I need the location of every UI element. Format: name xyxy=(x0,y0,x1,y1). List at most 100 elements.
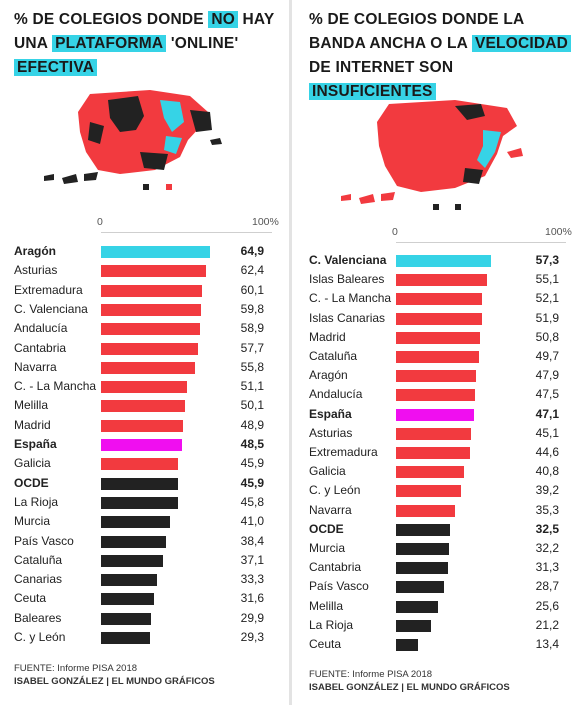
bar-row: España 48,5 xyxy=(14,436,279,455)
bar-row: Asturias 62,4 xyxy=(14,262,279,281)
right-chart-panel: % DE COLEGIOS DONDE LA BANDA ANCHA O LA … xyxy=(295,0,582,705)
left-chart-title: % DE COLEGIOS DONDE NO HAY UNA PLATAFORM… xyxy=(14,8,284,80)
value-label: 25,6 xyxy=(535,598,559,613)
value-label: 47,1 xyxy=(535,406,559,421)
bar xyxy=(101,458,179,471)
bar xyxy=(101,535,166,548)
category-label: Madrid xyxy=(309,329,346,344)
category-label: Navarra xyxy=(14,359,57,374)
bar-row: Cantabria 57,7 xyxy=(14,340,279,359)
category-label: C. y León xyxy=(309,483,361,498)
bar-row: Canarias 33,3 xyxy=(14,571,279,590)
value-label: 50,1 xyxy=(240,398,264,413)
bar xyxy=(101,632,151,644)
title-highlight: EFECTIVA xyxy=(14,59,98,76)
bar xyxy=(101,323,200,336)
bar-row: C. Valenciana 59,8 xyxy=(14,301,279,320)
category-label: Andalucía xyxy=(309,387,363,402)
value-label: 29,9 xyxy=(240,610,264,625)
category-label: Baleares xyxy=(14,610,62,625)
category-label: Navarra xyxy=(309,502,352,517)
bar-row: Asturias 45,1 xyxy=(309,425,574,444)
bar xyxy=(396,523,450,536)
axis-min-label: 0 xyxy=(97,216,103,228)
category-label: Extremadura xyxy=(309,445,378,459)
bar-row: País Vasco 28,7 xyxy=(309,578,574,597)
category-label: Aragón xyxy=(14,244,56,258)
category-label: Asturias xyxy=(14,263,58,278)
axis-line xyxy=(396,242,566,243)
bar xyxy=(101,574,157,587)
bar xyxy=(101,496,178,509)
source-line: FUENTE: Informe PISA 2018 xyxy=(14,663,138,674)
bar xyxy=(101,593,155,606)
value-label: 57,7 xyxy=(240,340,264,355)
bar-row: Cantabria 31,3 xyxy=(309,559,574,578)
category-label: Andalucía xyxy=(14,321,68,336)
category-label: Galicia xyxy=(309,464,346,479)
bar xyxy=(101,419,184,432)
bar-row: OCDE 32,5 xyxy=(309,521,574,540)
value-label: 48,5 xyxy=(240,437,264,451)
value-label: 55,8 xyxy=(240,359,264,374)
bar-row: Melilla 50,1 xyxy=(14,397,279,416)
category-label: Islas Baleares xyxy=(309,272,385,287)
category-label: Galicia xyxy=(14,456,51,471)
bar-row: Galicia 40,8 xyxy=(309,463,574,482)
value-label: 64,9 xyxy=(240,244,264,258)
bar xyxy=(396,427,471,440)
bar xyxy=(396,274,488,287)
value-label: 31,6 xyxy=(240,591,264,606)
category-label: C. Valenciana xyxy=(309,253,387,267)
value-label: 45,1 xyxy=(535,425,559,440)
title-text: % DE COLEGIOS DONDE xyxy=(14,11,209,28)
bar-row: Murcia 41,0 xyxy=(14,513,279,532)
source-left: FUENTE: Informe PISA 2018 ISABEL GONZÁLE… xyxy=(14,662,215,688)
bar xyxy=(396,543,450,555)
map-marker-black-2 xyxy=(455,204,461,210)
axis-max-label: 100% xyxy=(545,226,572,238)
value-label: 13,4 xyxy=(535,637,559,651)
category-label: España xyxy=(309,406,352,421)
map-marker-red xyxy=(166,184,172,190)
category-label: Murcia xyxy=(14,514,51,529)
bar xyxy=(396,581,444,594)
title-highlight: PLATAFORMA xyxy=(52,35,167,52)
bar-row: La Rioja 45,8 xyxy=(14,494,279,513)
bar xyxy=(101,477,179,490)
value-label: 29,3 xyxy=(240,630,264,644)
bar xyxy=(396,562,448,575)
bar-row: España 47,1 xyxy=(309,406,574,425)
value-label: 50,8 xyxy=(535,329,559,344)
category-label: Madrid xyxy=(14,417,51,432)
value-label: 32,2 xyxy=(535,541,559,555)
bar xyxy=(396,619,432,632)
value-label: 57,3 xyxy=(535,253,559,267)
bar-row: Cataluña 37,1 xyxy=(14,552,279,571)
bar xyxy=(396,639,419,651)
axis-min-label: 0 xyxy=(392,226,398,238)
axis-line xyxy=(101,232,272,233)
bar xyxy=(396,255,492,267)
value-label: 28,7 xyxy=(535,579,559,594)
category-label: Cataluña xyxy=(14,552,63,567)
bar xyxy=(101,265,206,278)
bar-row: Aragón 64,9 xyxy=(14,243,279,262)
value-label: 45,9 xyxy=(240,475,264,490)
title-highlight: NO xyxy=(208,11,238,28)
bar-row: Galicia 45,9 xyxy=(14,455,279,474)
title-highlight: INSUFICIENTES xyxy=(309,83,436,100)
category-label: Melilla xyxy=(14,398,49,413)
bar-row: Melilla 25,6 xyxy=(309,598,574,617)
title-text: % DE COLEGIOS DONDE LA BANDA ANCHA O LA xyxy=(309,11,524,52)
value-label: 49,7 xyxy=(535,349,559,363)
bar-row: Extremadura 44,6 xyxy=(309,444,574,463)
category-label: España xyxy=(14,437,57,451)
bar-row: Murcia 32,2 xyxy=(309,540,574,559)
category-label: Aragón xyxy=(309,368,348,383)
category-label: Cantabria xyxy=(14,340,67,355)
bar xyxy=(396,408,475,421)
bar-row: Ceuta 31,6 xyxy=(14,590,279,609)
title-text: 'ONLINE' xyxy=(166,35,239,52)
title-text: HAY UNA xyxy=(14,11,275,52)
